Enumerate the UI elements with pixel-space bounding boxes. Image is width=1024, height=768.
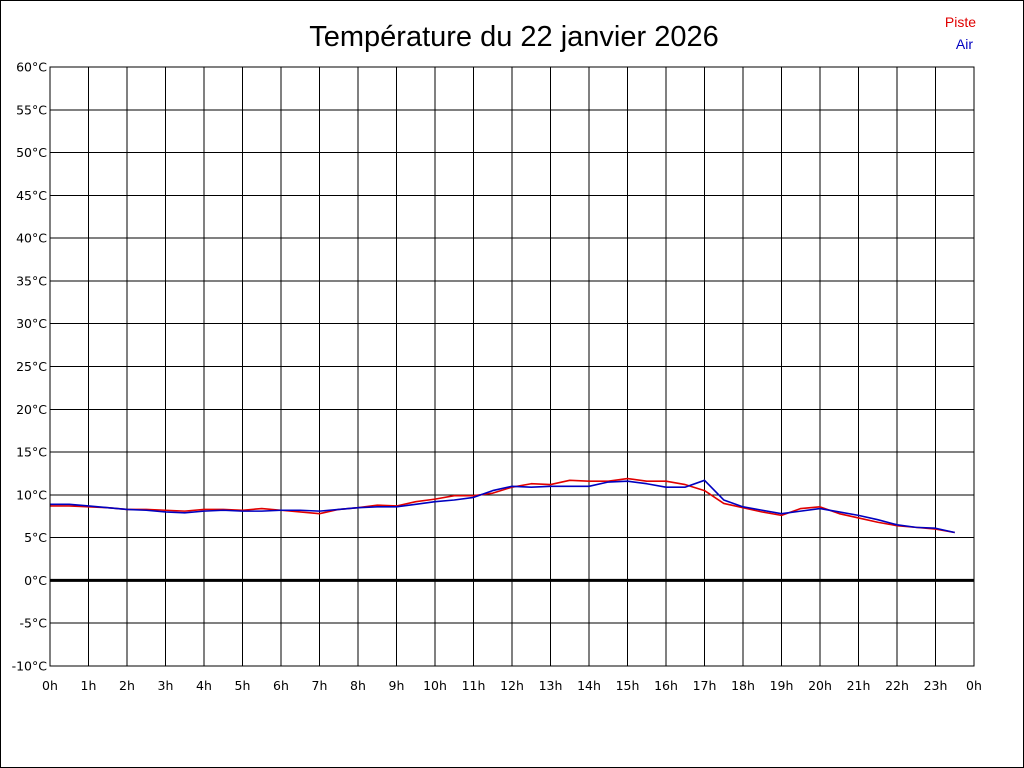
x-tick-label: 16h <box>654 678 678 693</box>
legend-item-air: Air <box>956 36 973 52</box>
series-lines <box>50 477 955 534</box>
x-tick-label: 0h <box>42 678 58 693</box>
x-tick-label: 13h <box>539 678 563 693</box>
x-tick-label: 0h <box>966 678 982 693</box>
grid <box>49 66 975 667</box>
y-tick-label: 20°C <box>16 402 47 417</box>
axes <box>49 66 975 667</box>
series-line-air <box>50 479 955 534</box>
x-tick-label: 10h <box>423 678 447 693</box>
y-tick-label: 25°C <box>16 359 47 374</box>
x-tick-label: 2h <box>119 678 135 693</box>
y-tick-label: 60°C <box>16 60 47 75</box>
x-tick-label: 11h <box>462 678 486 693</box>
x-tick-label: 23h <box>924 678 948 693</box>
x-tick-label: 20h <box>808 678 832 693</box>
y-tick-label: 10°C <box>16 487 47 502</box>
y-tick-label: 55°C <box>16 102 47 117</box>
x-tick-label: 17h <box>693 678 717 693</box>
x-tick-label: 19h <box>770 678 794 693</box>
x-tick-label: 12h <box>500 678 524 693</box>
x-tick-label: 22h <box>885 678 909 693</box>
y-tick-label: -5°C <box>20 616 48 631</box>
x-tick-label: 1h <box>81 678 97 693</box>
y-tick-label: 40°C <box>16 231 47 246</box>
x-tick-label: 8h <box>350 678 366 693</box>
y-tick-label: 5°C <box>24 530 47 545</box>
y-tick-label: 0°C <box>24 573 47 588</box>
y-tick-label: 15°C <box>16 445 47 460</box>
x-tick-label: 3h <box>158 678 174 693</box>
tick-labels: -10°C -5°C 0°C 5°C 10°C 15°C 20°C 25°C 30°C 35°C 4… <box>12 60 982 694</box>
x-tick-label: 4h <box>196 678 212 693</box>
y-tick-label: 45°C <box>16 188 47 203</box>
x-tick-label: 7h <box>312 678 328 693</box>
x-tick-label: 21h <box>847 678 871 693</box>
series-line-piste <box>50 477 955 534</box>
x-tick-label: 9h <box>389 678 405 693</box>
y-tick-label: -10°C <box>12 659 48 674</box>
legend-item-piste: Piste <box>945 14 976 30</box>
y-tick-label: 50°C <box>16 145 47 160</box>
plot-border <box>49 66 975 667</box>
y-tick-label: 30°C <box>16 316 47 331</box>
x-tick-label: 18h <box>731 678 755 693</box>
x-tick-label: 6h <box>273 678 289 693</box>
x-tick-label: 15h <box>616 678 640 693</box>
y-tick-label: 35°C <box>16 273 47 288</box>
x-tick-label: 14h <box>577 678 601 693</box>
x-tick-label: 5h <box>235 678 251 693</box>
chart-title: Température du 22 janvier 2026 <box>309 21 718 53</box>
